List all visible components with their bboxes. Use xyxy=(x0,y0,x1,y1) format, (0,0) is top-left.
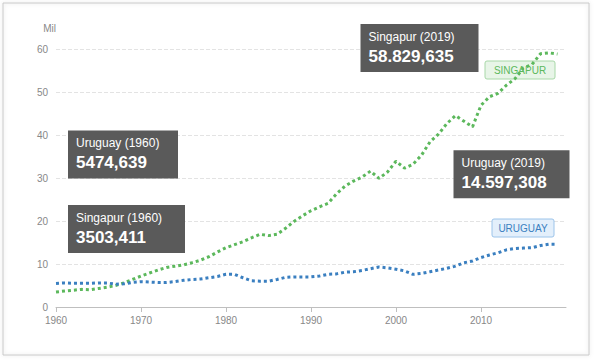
svg-text:5474,639: 5474,639 xyxy=(76,153,147,172)
svg-text:SINGAPUR: SINGAPUR xyxy=(493,64,547,76)
svg-text:Uruguay (1960): Uruguay (1960) xyxy=(76,136,159,150)
svg-text:Singapur (1960): Singapur (1960) xyxy=(76,211,162,225)
svg-text:2000: 2000 xyxy=(385,315,408,326)
svg-text:1980: 1980 xyxy=(215,315,238,326)
svg-text:10: 10 xyxy=(37,259,49,270)
svg-text:40: 40 xyxy=(37,130,49,141)
svg-text:14.597,308: 14.597,308 xyxy=(462,173,547,192)
svg-text:1970: 1970 xyxy=(130,315,153,326)
svg-text:0: 0 xyxy=(42,302,48,313)
svg-text:1990: 1990 xyxy=(300,315,323,326)
svg-text:2010: 2010 xyxy=(470,315,493,326)
svg-text:58.829,635: 58.829,635 xyxy=(369,47,454,66)
svg-text:3503,411: 3503,411 xyxy=(76,228,146,247)
svg-text:URUGUAY: URUGUAY xyxy=(498,223,548,234)
svg-text:Mil: Mil xyxy=(43,23,56,34)
svg-text:Singapur (2019): Singapur (2019) xyxy=(369,30,455,44)
svg-text:50: 50 xyxy=(37,87,49,98)
svg-text:Uruguay (2019): Uruguay (2019) xyxy=(462,156,545,170)
svg-text:1960: 1960 xyxy=(45,315,68,326)
svg-text:20: 20 xyxy=(37,216,49,227)
svg-text:30: 30 xyxy=(37,173,49,184)
svg-text:60: 60 xyxy=(37,44,49,55)
